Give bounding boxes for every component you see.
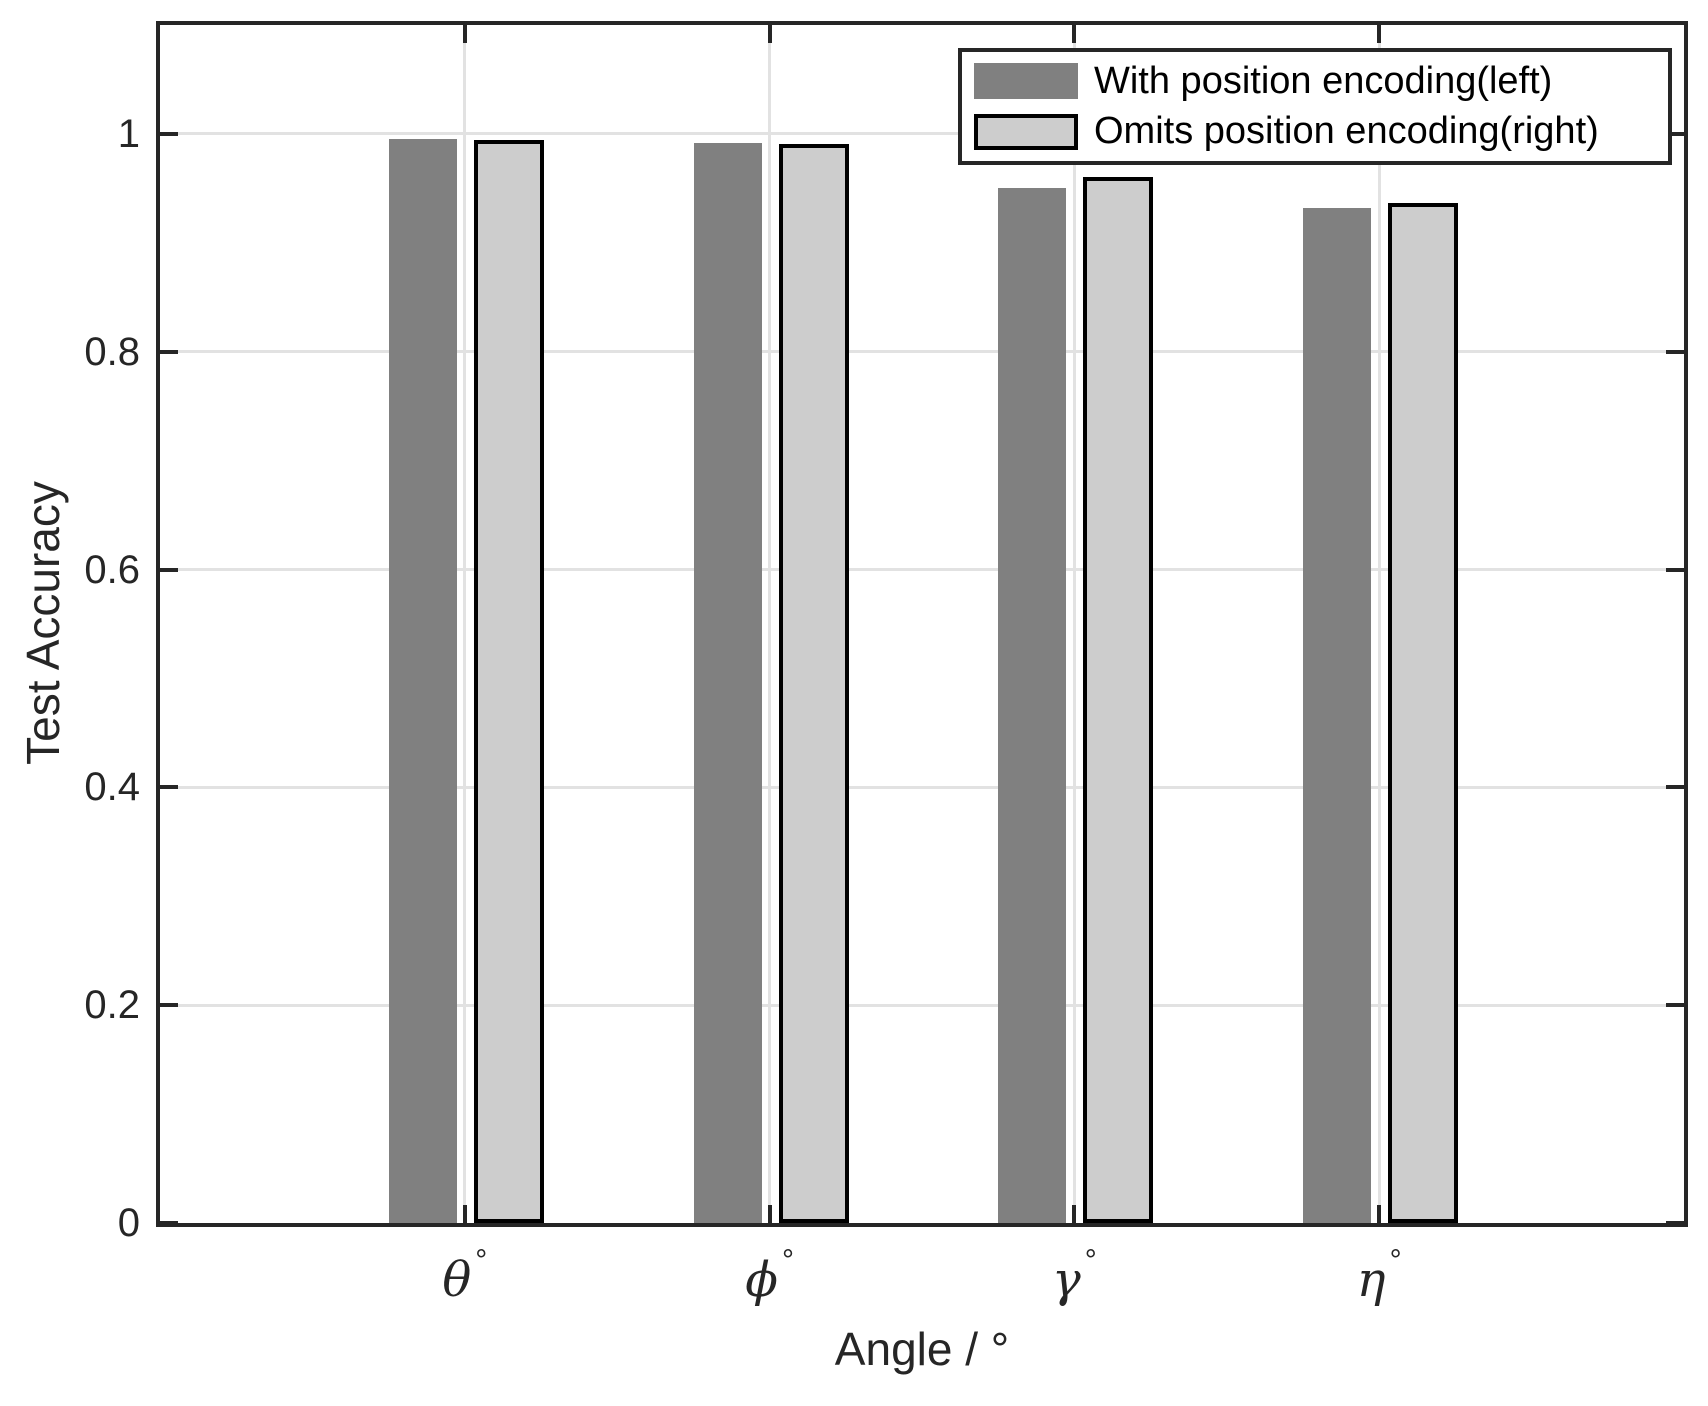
x-tick-symbol: γ xyxy=(1052,1252,1081,1308)
y-tick-mark xyxy=(160,349,178,354)
y-tick-mark xyxy=(160,131,178,136)
y-tick-mark xyxy=(1666,567,1684,572)
legend-label-with-encoding: With position encoding(left) xyxy=(1094,59,1553,102)
x-tick-label: η ° xyxy=(1269,1244,1489,1308)
degree-superscript: ° xyxy=(1389,1244,1402,1277)
y-axis-title: Test Accuracy xyxy=(17,481,69,765)
x-tick-mark xyxy=(1377,1205,1382,1223)
x-tick-mark xyxy=(767,25,772,43)
y-tick-mark xyxy=(160,1003,178,1008)
legend-swatch-with-encoding xyxy=(974,63,1078,100)
plot-area xyxy=(156,21,1688,1227)
degree-superscript: ° xyxy=(1084,1244,1097,1277)
x-tick-mark xyxy=(767,1205,772,1223)
x-tick-label: γ ° xyxy=(964,1244,1184,1308)
y-tick-mark xyxy=(160,1221,178,1225)
y-tick-mark xyxy=(160,785,178,790)
x-tick-label: θ ° xyxy=(355,1244,575,1308)
y-tick-label: 0.4 xyxy=(84,765,140,810)
bar-series1-cat2 xyxy=(1083,177,1154,1223)
gridline-horizontal xyxy=(160,1003,1684,1007)
legend-label-omits-encoding: Omits position encoding(right) xyxy=(1094,110,1599,153)
gridline-horizontal xyxy=(160,568,1684,572)
x-tick-symbol: ϕ xyxy=(745,1252,778,1308)
gridline-vertical xyxy=(1072,25,1076,1223)
x-tick-mark xyxy=(1072,1205,1077,1223)
y-tick-mark xyxy=(1666,1003,1684,1008)
gridline-horizontal xyxy=(160,785,1684,789)
x-tick-mark xyxy=(462,25,467,43)
legend-entry-with-encoding: With position encoding(left) xyxy=(974,60,1668,103)
bar-series0-cat0 xyxy=(388,139,457,1223)
bar-series0-cat1 xyxy=(693,142,762,1223)
bar-series0-cat2 xyxy=(998,188,1067,1223)
y-tick-label: 0.6 xyxy=(84,547,140,592)
gridline-vertical xyxy=(463,25,467,1223)
x-tick-symbol: θ xyxy=(442,1252,472,1308)
gridline-horizontal xyxy=(160,132,1684,136)
bar-series0-cat3 xyxy=(1303,207,1372,1223)
y-tick-mark xyxy=(160,567,178,572)
x-tick-mark xyxy=(462,1205,467,1223)
degree-superscript: ° xyxy=(475,1244,488,1277)
gridline-horizontal xyxy=(160,350,1684,354)
y-tick-label: 0.2 xyxy=(84,983,140,1028)
legend-swatch-omits-encoding xyxy=(974,113,1078,150)
bar-series1-cat3 xyxy=(1388,202,1459,1223)
x-axis-title: Angle / ° xyxy=(834,1323,1010,1375)
degree-superscript: ° xyxy=(781,1244,794,1277)
y-tick-label: 1 xyxy=(117,111,140,156)
legend-entry-omits-encoding: Omits position encoding(right) xyxy=(974,110,1668,153)
y-tick-label: 0 xyxy=(117,1201,140,1245)
bar-series1-cat1 xyxy=(778,143,849,1223)
x-tick-symbol: η xyxy=(1356,1252,1386,1308)
x-tick-mark xyxy=(1377,25,1382,43)
x-tick-mark xyxy=(1072,25,1077,43)
y-tick-label: 0.8 xyxy=(84,329,140,374)
y-tick-mark xyxy=(1666,349,1684,354)
y-tick-mark xyxy=(1666,1221,1684,1225)
gridline-vertical xyxy=(1377,25,1381,1223)
legend: With position encoding(left) Omits posit… xyxy=(958,48,1672,165)
y-tick-mark xyxy=(1666,785,1684,790)
gridline-vertical xyxy=(768,25,772,1223)
bar-series1-cat0 xyxy=(473,140,544,1223)
y-tick-mark xyxy=(1666,131,1684,136)
x-tick-label: ϕ ° xyxy=(660,1244,880,1308)
